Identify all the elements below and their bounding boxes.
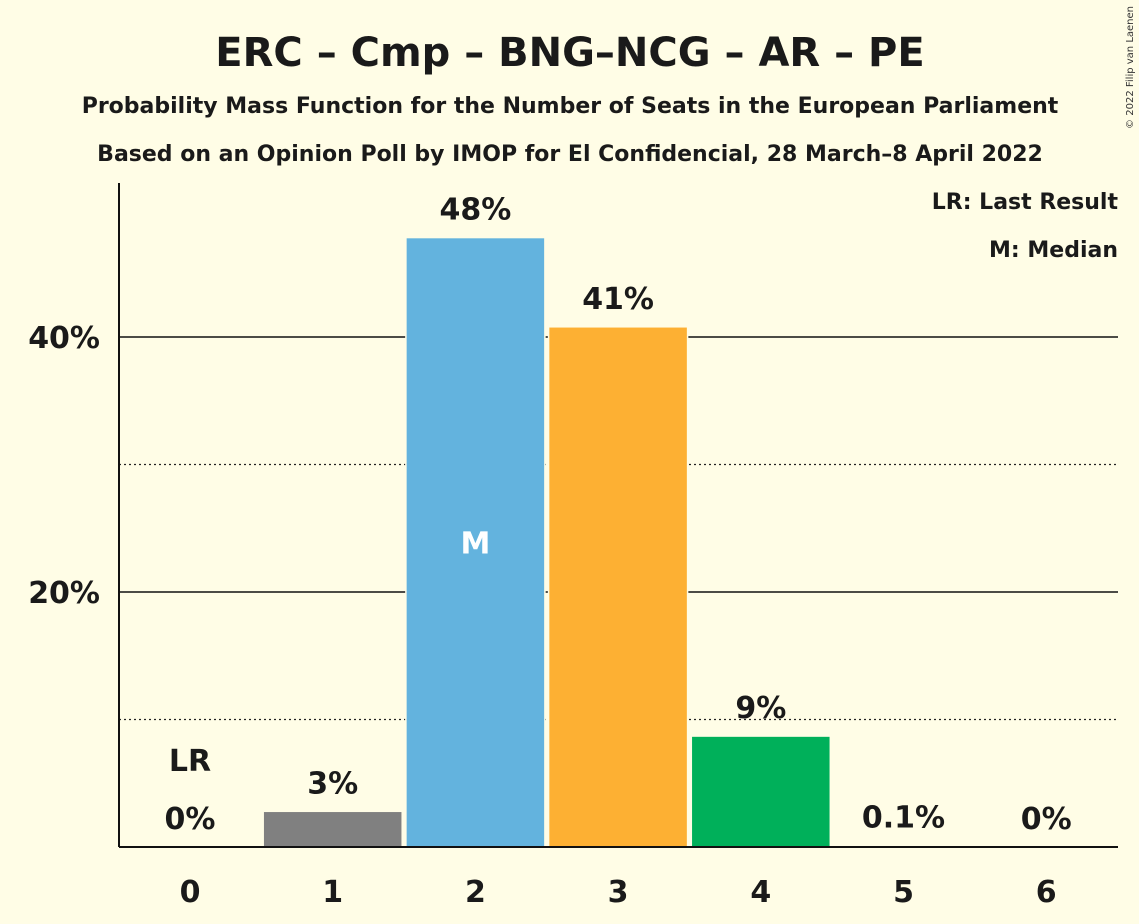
value-label: 3%	[307, 766, 358, 801]
bar-seats-1	[262, 810, 403, 848]
x-tick-label: 6	[1036, 875, 1057, 910]
bar-seats-2	[405, 236, 546, 848]
x-tick-label: 3	[608, 875, 629, 910]
chart-subtitle: Probability Mass Function for the Number…	[82, 94, 1059, 119]
legend-last-result: LR: Last Result	[932, 190, 1119, 215]
bar-seats-4	[690, 735, 832, 848]
chart-source: Based on an Opinion Poll by IMOP for El …	[97, 142, 1043, 167]
value-label: 41%	[582, 282, 654, 317]
value-label: 0.1%	[862, 801, 945, 836]
data-labels: 0% 0 3% 1 48% 2 41% 3 9% 4 0.1% 5 0% 6 LR M	[165, 193, 1072, 910]
chart-title: ERC – Cmp – BNG–NCG – AR – PE	[215, 30, 924, 76]
axes	[118, 183, 1118, 848]
copyright-note: © 2022 Filip van Laenen	[1125, 6, 1136, 129]
value-label: 0%	[1021, 802, 1072, 837]
x-tick-label: 4	[750, 875, 771, 910]
last-result-marker: LR	[169, 744, 211, 779]
bars	[262, 236, 974, 848]
x-tick-label: 0	[180, 875, 201, 910]
x-tick-label: 5	[893, 875, 914, 910]
median-marker: M	[460, 526, 490, 561]
value-label: 48%	[439, 193, 511, 228]
bar-seats-3	[547, 326, 689, 848]
y-tick-label: 40%	[28, 321, 100, 356]
value-label: 9%	[735, 691, 786, 726]
x-tick-label: 2	[465, 875, 486, 910]
x-tick-label: 1	[322, 875, 343, 910]
legend-median: M: Median	[989, 238, 1118, 263]
value-label: 0%	[165, 802, 216, 837]
y-tick-label: 20%	[28, 576, 100, 611]
